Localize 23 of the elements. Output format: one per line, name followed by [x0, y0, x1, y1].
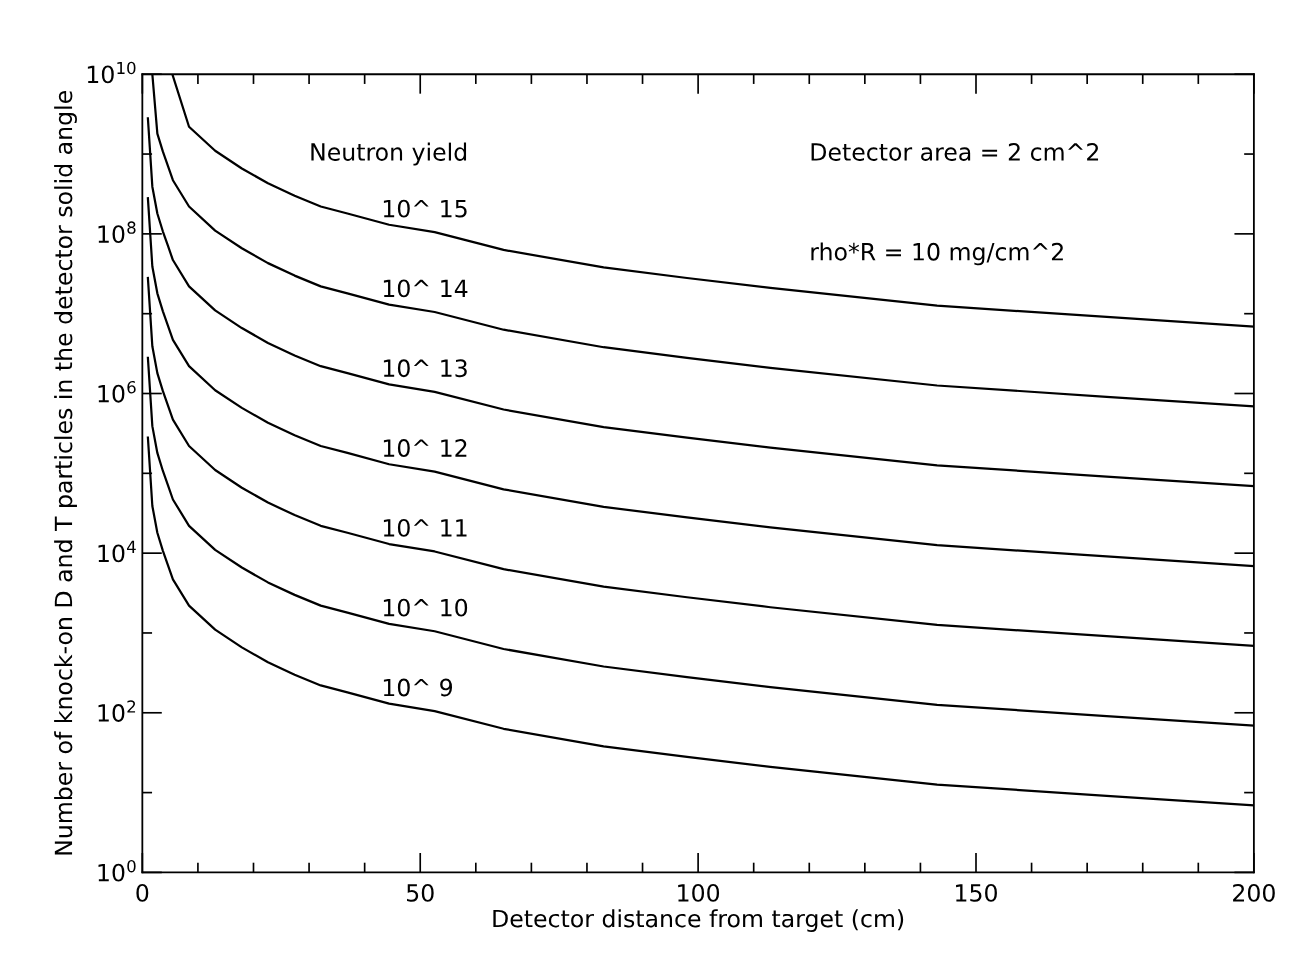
annotation: rho*R = 10 mg/cm^2 [811, 242, 1063, 266]
x-tick-label: 0 [136, 883, 149, 902]
x-tick-label: 150 [956, 883, 997, 902]
annotation: Neutron yield [311, 142, 467, 166]
y-tick-label: 10$^{4}$ [98, 540, 136, 563]
y-tick-label: 10$^{2}$ [98, 700, 136, 722]
series-label: 10^ 12 [383, 439, 467, 457]
annotation: Detector area = 2 cm^2 [811, 143, 1099, 161]
y-tick-label: 10$^{10}$ [87, 61, 136, 84]
x-tick-label: 50 [407, 883, 434, 902]
y-axis-title: Number of knock-on D and T particles in the detector solid angle [54, 91, 77, 855]
series-label: 10^ 13 [383, 359, 467, 378]
x-axis-title: Detector distance from target (cm) [493, 909, 904, 933]
x-tick-label: 200 [1233, 883, 1275, 902]
y-tick-label: 10$^{8}$ [98, 221, 136, 243]
series-label: 10^ 15 [383, 199, 467, 218]
x-tick-label: 100 [678, 883, 720, 902]
series-label: 10^ 10 [383, 598, 468, 617]
series-label: 10^ 14 [383, 279, 468, 298]
y-tick-label: 10$^{0}$ [98, 859, 136, 882]
series-label: 10^ 11 [383, 518, 467, 537]
y-tick-label: 10$^{6}$ [98, 380, 136, 403]
series-label: 10^ 9 [383, 678, 453, 697]
